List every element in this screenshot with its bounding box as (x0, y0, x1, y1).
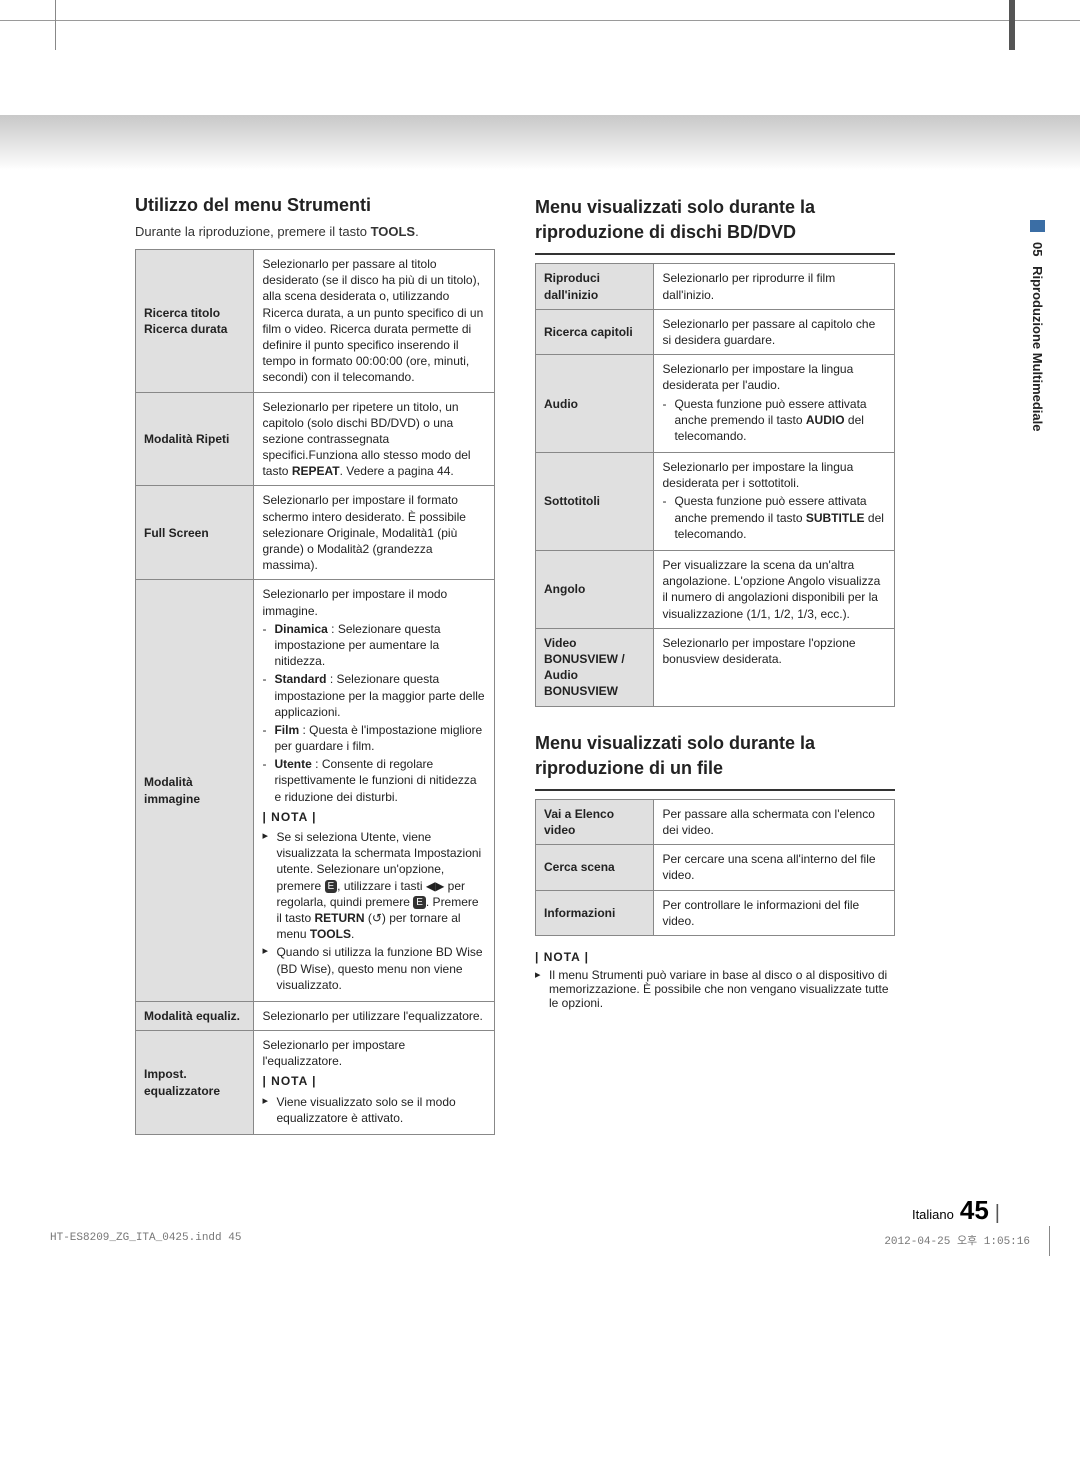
table-row: InformazioniPer controllare le informazi… (536, 890, 895, 935)
table-row: Riproduci dall'inizioSelezionarlo per ri… (536, 264, 895, 309)
enter-icon: E (413, 896, 426, 909)
table-row: Modalità equaliz. Selezionarlo per utili… (136, 1001, 495, 1030)
table-row: Ricerca titolo Ricerca durata Selezionar… (136, 250, 495, 393)
footer-page: 45 (960, 1195, 989, 1226)
table-row: Vai a Elenco videoPer passare alla scher… (536, 799, 895, 844)
crop-tick-bottom (1049, 1226, 1050, 1256)
footer-bar: | (995, 1202, 1000, 1225)
right-heading-2: Menu visualizzati solo durante la riprod… (535, 731, 895, 791)
table-row: Cerca scenaPer cercare una scena all'int… (536, 845, 895, 890)
left-column: Utilizzo del menu Strumenti Durante la r… (135, 195, 495, 1135)
right-note: | NOTA | Il menu Strumenti può variare i… (535, 950, 895, 1010)
right-table-2: Vai a Elenco videoPer passare alla scher… (535, 799, 895, 936)
table-row: AngoloPer visualizzare la scena da un'al… (536, 551, 895, 629)
footer-lang: Italiano (912, 1207, 954, 1222)
page-footer: Italiano 45 | (135, 1195, 1000, 1226)
table-row: Sottotitoli Selezionarlo per impostare l… (536, 453, 895, 551)
picture-mode-list: Dinamica : Selezionare questa impostazio… (262, 621, 486, 805)
print-file: HT-ES8209_ZG_ITA_0425.indd 45 (50, 1232, 241, 1248)
right-heading-1: Menu visualizzati solo durante la riprod… (535, 195, 895, 255)
left-table: Ricerca titolo Ricerca durata Selezionar… (135, 249, 495, 1135)
right-table-1: Riproduci dall'inizioSelezionarlo per ri… (535, 263, 895, 706)
table-row: Modalità immagine Selezionarlo per impos… (136, 580, 495, 1002)
table-row: Audio Selezionarlo per impostare la ling… (536, 355, 895, 453)
right-column: Menu visualizzati solo durante la riprod… (535, 195, 895, 1135)
print-footer: HT-ES8209_ZG_ITA_0425.indd 45 2012-04-25… (0, 1232, 1080, 1248)
print-date: 2012-04-25 오후 1:05:16 (884, 1232, 1030, 1248)
table-row: Ricerca capitoliSelezionarlo per passare… (536, 309, 895, 354)
enter-icon: E (325, 880, 338, 893)
table-row: Full Screen Selezionarlo per impostare i… (136, 486, 495, 580)
table-row: Impost. equalizzatore Selezionarlo per i… (136, 1031, 495, 1135)
left-heading: Utilizzo del menu Strumenti (135, 195, 495, 216)
table-row: Modalità Ripeti Selezionarlo per ripeter… (136, 392, 495, 486)
table-row: Video BONUSVIEW / Audio BONUSVIEWSelezio… (536, 628, 895, 706)
left-intro: Durante la riproduzione, premere il tast… (135, 224, 495, 239)
